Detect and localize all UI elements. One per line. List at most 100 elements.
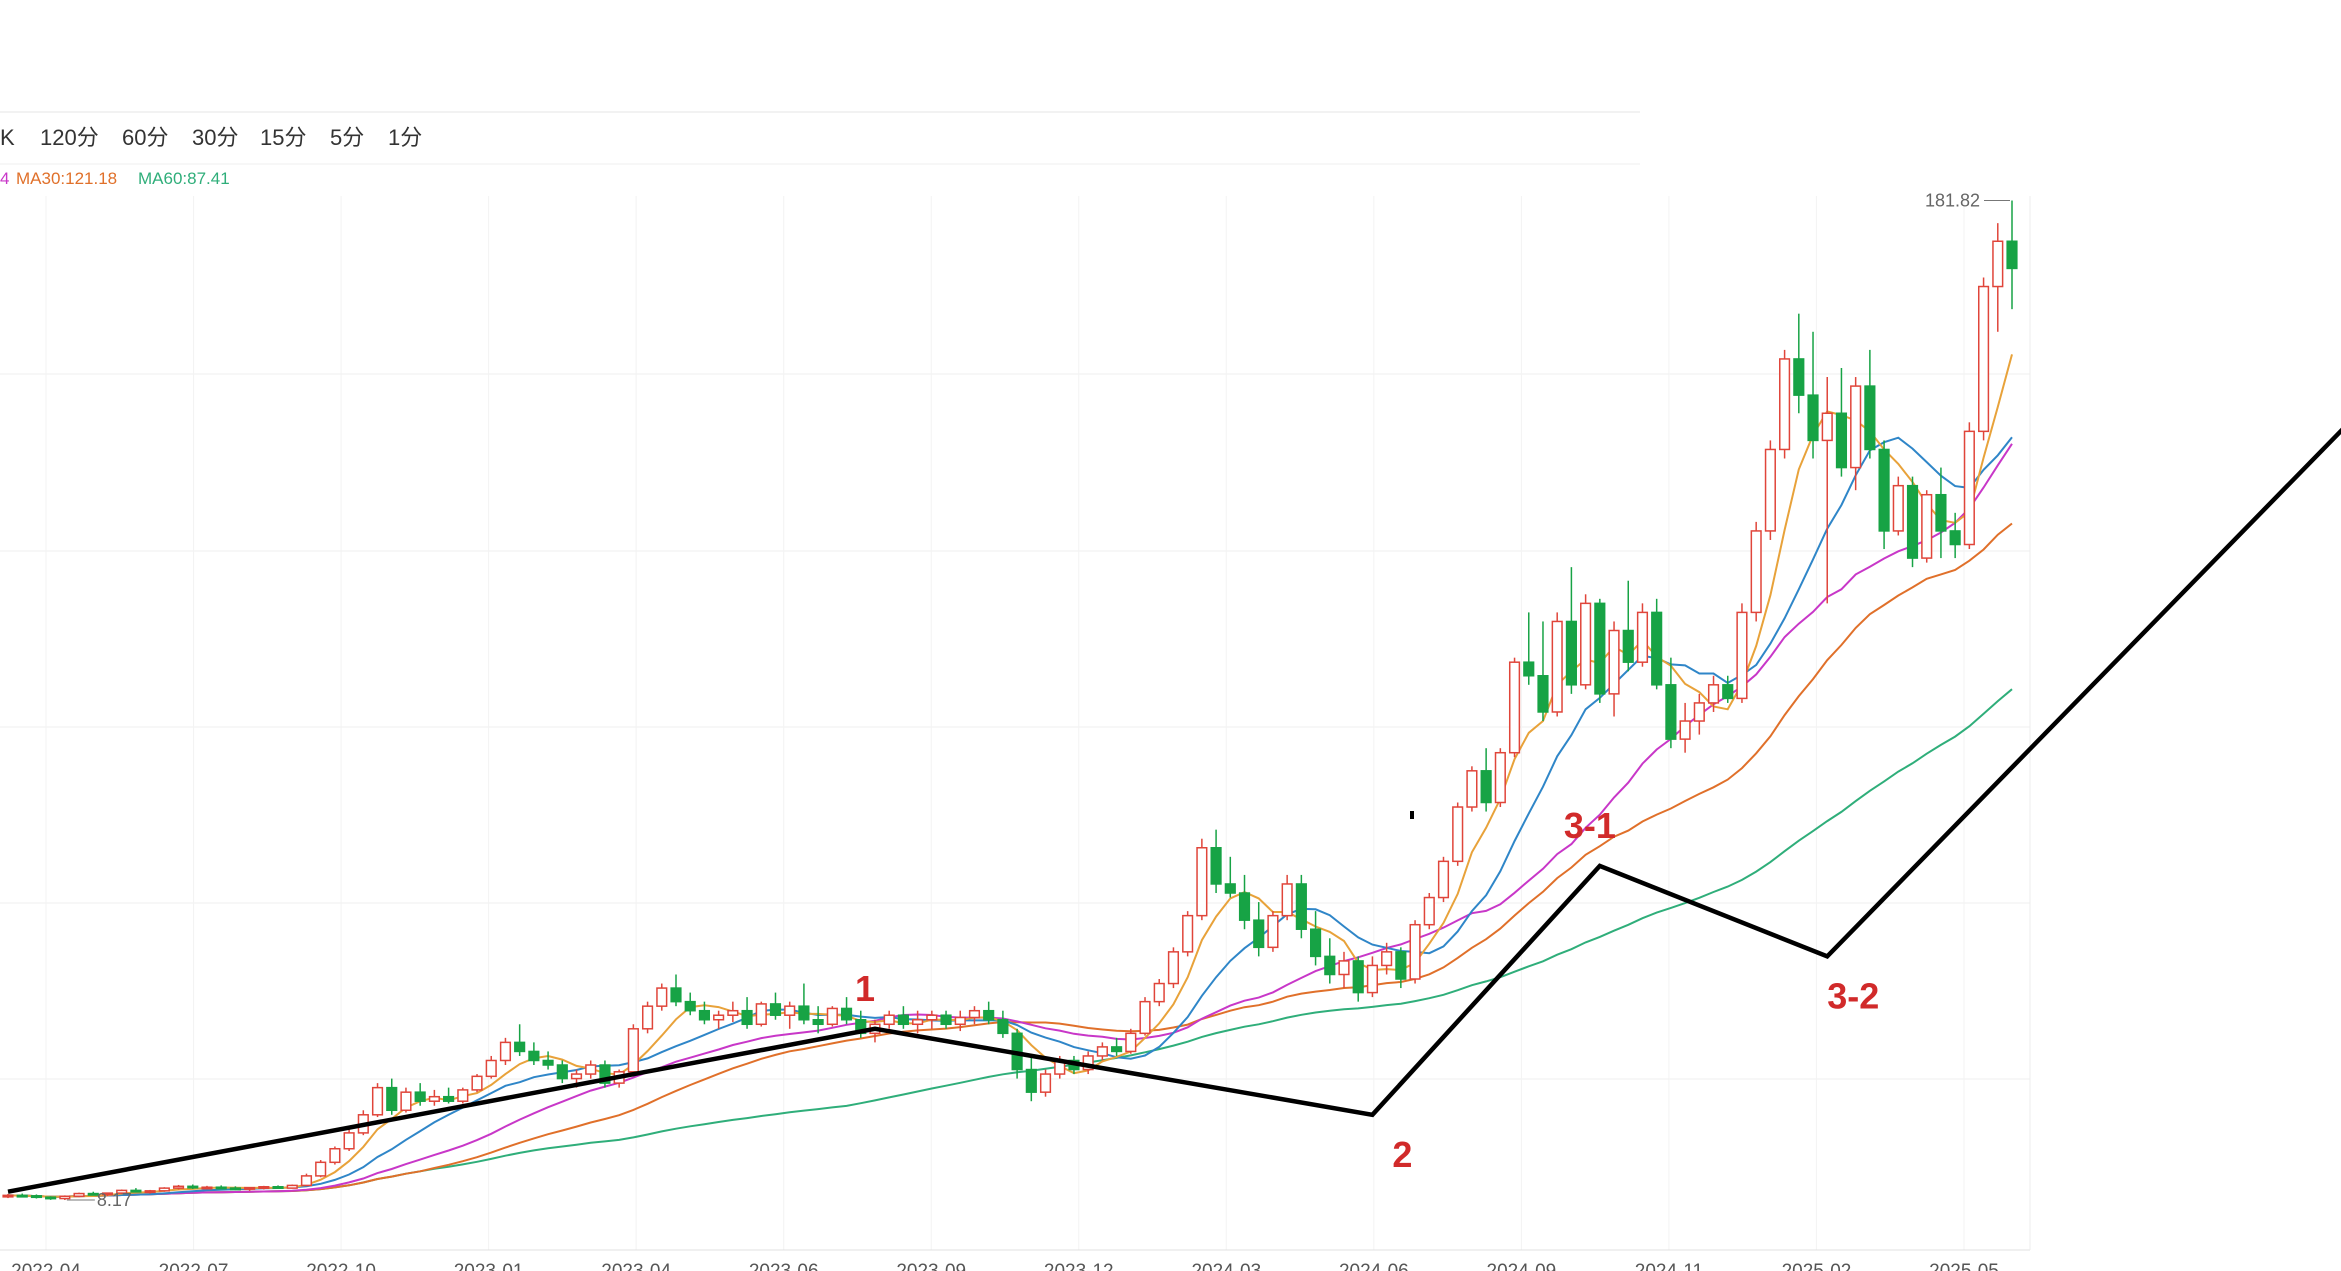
- candle-body: [343, 1132, 355, 1150]
- candle-body: [1452, 806, 1464, 863]
- candle-body: [1878, 448, 1890, 532]
- candle-body: [698, 1009, 711, 1021]
- x-tick-label: 2023-06: [749, 1261, 819, 1271]
- candle-body: [968, 1009, 981, 1019]
- candle-body: [1480, 770, 1492, 804]
- candle-body: [73, 1192, 85, 1198]
- candle-body: [130, 1189, 142, 1193]
- candle-body: [528, 1050, 540, 1062]
- candle-body: [1238, 892, 1251, 921]
- candle-body: [1992, 240, 2004, 288]
- x-axis: 2022-04 2022-07 2022-10 2023-01 2023-04 2023-…: [11, 1261, 1999, 1271]
- candle-body: [1892, 484, 1904, 532]
- wave-labels: 123-13-23-33-43-5: [855, 805, 1879, 1175]
- candle-body: [215, 1186, 227, 1190]
- candle-body: [1395, 951, 1407, 980]
- stray-mark: [1410, 811, 1414, 819]
- candle-body: [1153, 982, 1165, 1003]
- candle-body: [713, 1014, 725, 1021]
- candle-body: [471, 1075, 483, 1091]
- candle-body: [30, 1195, 43, 1199]
- candle-body: [542, 1059, 554, 1066]
- period-button-15min[interactable]: 15分: [260, 125, 306, 150]
- candle-body: [272, 1186, 284, 1190]
- candle-body: [627, 1028, 639, 1073]
- candle-body: [1736, 611, 1748, 700]
- legend-ma60-value: MA60:87.41: [138, 169, 230, 188]
- candle-body: [1636, 611, 1649, 663]
- x-tick-label: 2024-11: [1635, 1261, 1703, 1271]
- candle-body: [45, 1196, 57, 1200]
- candle-body: [1210, 847, 1222, 885]
- period-button-1min[interactable]: 1分: [388, 125, 422, 150]
- candle-body: [812, 1018, 824, 1026]
- candle-body: [428, 1095, 440, 1102]
- legend-ma30-value: MA30:121.18: [16, 169, 117, 188]
- candle-body: [59, 1195, 71, 1200]
- candle-body: [158, 1187, 170, 1192]
- candle-body: [1111, 1046, 1123, 1053]
- period-button-120min[interactable]: 120分: [40, 125, 99, 150]
- candle-body: [670, 987, 682, 1003]
- wave-label: 2: [1392, 1134, 1412, 1175]
- candle-body: [1835, 412, 1848, 469]
- candle-body: [656, 987, 668, 1007]
- candle-body: [684, 1000, 696, 1012]
- candle-body: [1039, 1073, 1052, 1093]
- candle-body: [258, 1186, 270, 1190]
- ma20-line: [7, 443, 2013, 1198]
- candle-body: [1253, 919, 1265, 949]
- candle-body: [755, 1003, 767, 1026]
- x-tick-label: 2025-05: [1929, 1261, 1999, 1271]
- price-markers: 181.82 8.17: [66, 191, 2010, 1210]
- candle-body: [912, 1018, 924, 1026]
- candle-body: [954, 1016, 966, 1026]
- candle-body: [386, 1086, 398, 1112]
- wave-label: 3-1: [1564, 805, 1616, 846]
- candle-body: [599, 1064, 611, 1084]
- candle-body: [1864, 385, 1876, 451]
- candle-body: [1366, 964, 1379, 994]
- candle-body: [1196, 847, 1208, 917]
- candle-body: [570, 1073, 583, 1080]
- candle-body: [1622, 629, 1634, 663]
- candle-body: [1949, 530, 1961, 546]
- x-tick-label: 2022-07: [159, 1261, 229, 1271]
- candle-body: [926, 1014, 938, 1021]
- period-button-30min[interactable]: 30分: [192, 125, 238, 150]
- candle-body: [101, 1192, 114, 1196]
- ma5-line: [7, 354, 2013, 1198]
- period-button-k[interactable]: K: [0, 125, 15, 150]
- ma60-line: [7, 688, 2013, 1198]
- candle-body: [1807, 394, 1819, 442]
- candle-body: [1025, 1068, 1037, 1093]
- candle-body: [1665, 684, 1677, 740]
- candle-body: [457, 1089, 469, 1102]
- candle-body: [1750, 530, 1762, 614]
- candle-body: [1466, 770, 1478, 808]
- candle-body: [1651, 611, 1663, 686]
- candle-body: [187, 1185, 199, 1189]
- ma30-line: [7, 522, 2013, 1198]
- candle-body: [1963, 430, 1975, 546]
- period-button-5min[interactable]: 5分: [330, 125, 364, 150]
- period-button-60min[interactable]: 60分: [122, 125, 168, 150]
- candle-body: [1508, 661, 1521, 754]
- x-tick-label: 2025-02: [1782, 1261, 1852, 1271]
- candle-body: [1309, 928, 1322, 958]
- candle-body: [1608, 629, 1620, 695]
- candle-body: [329, 1147, 341, 1164]
- candle-body: [641, 1005, 654, 1030]
- candle-body: [1793, 358, 1805, 396]
- candle-body: [883, 1014, 895, 1026]
- candle-body: [897, 1014, 909, 1026]
- candle-body: [172, 1185, 185, 1189]
- candle-body: [1182, 914, 1194, 953]
- candle-body: [1551, 620, 1563, 713]
- legend-ma20-value: 4: [0, 169, 9, 188]
- candle-body: [499, 1041, 512, 1062]
- x-tick-label: 2023-01: [454, 1261, 524, 1271]
- candle-body: [840, 1007, 853, 1021]
- candle-body: [1722, 684, 1734, 700]
